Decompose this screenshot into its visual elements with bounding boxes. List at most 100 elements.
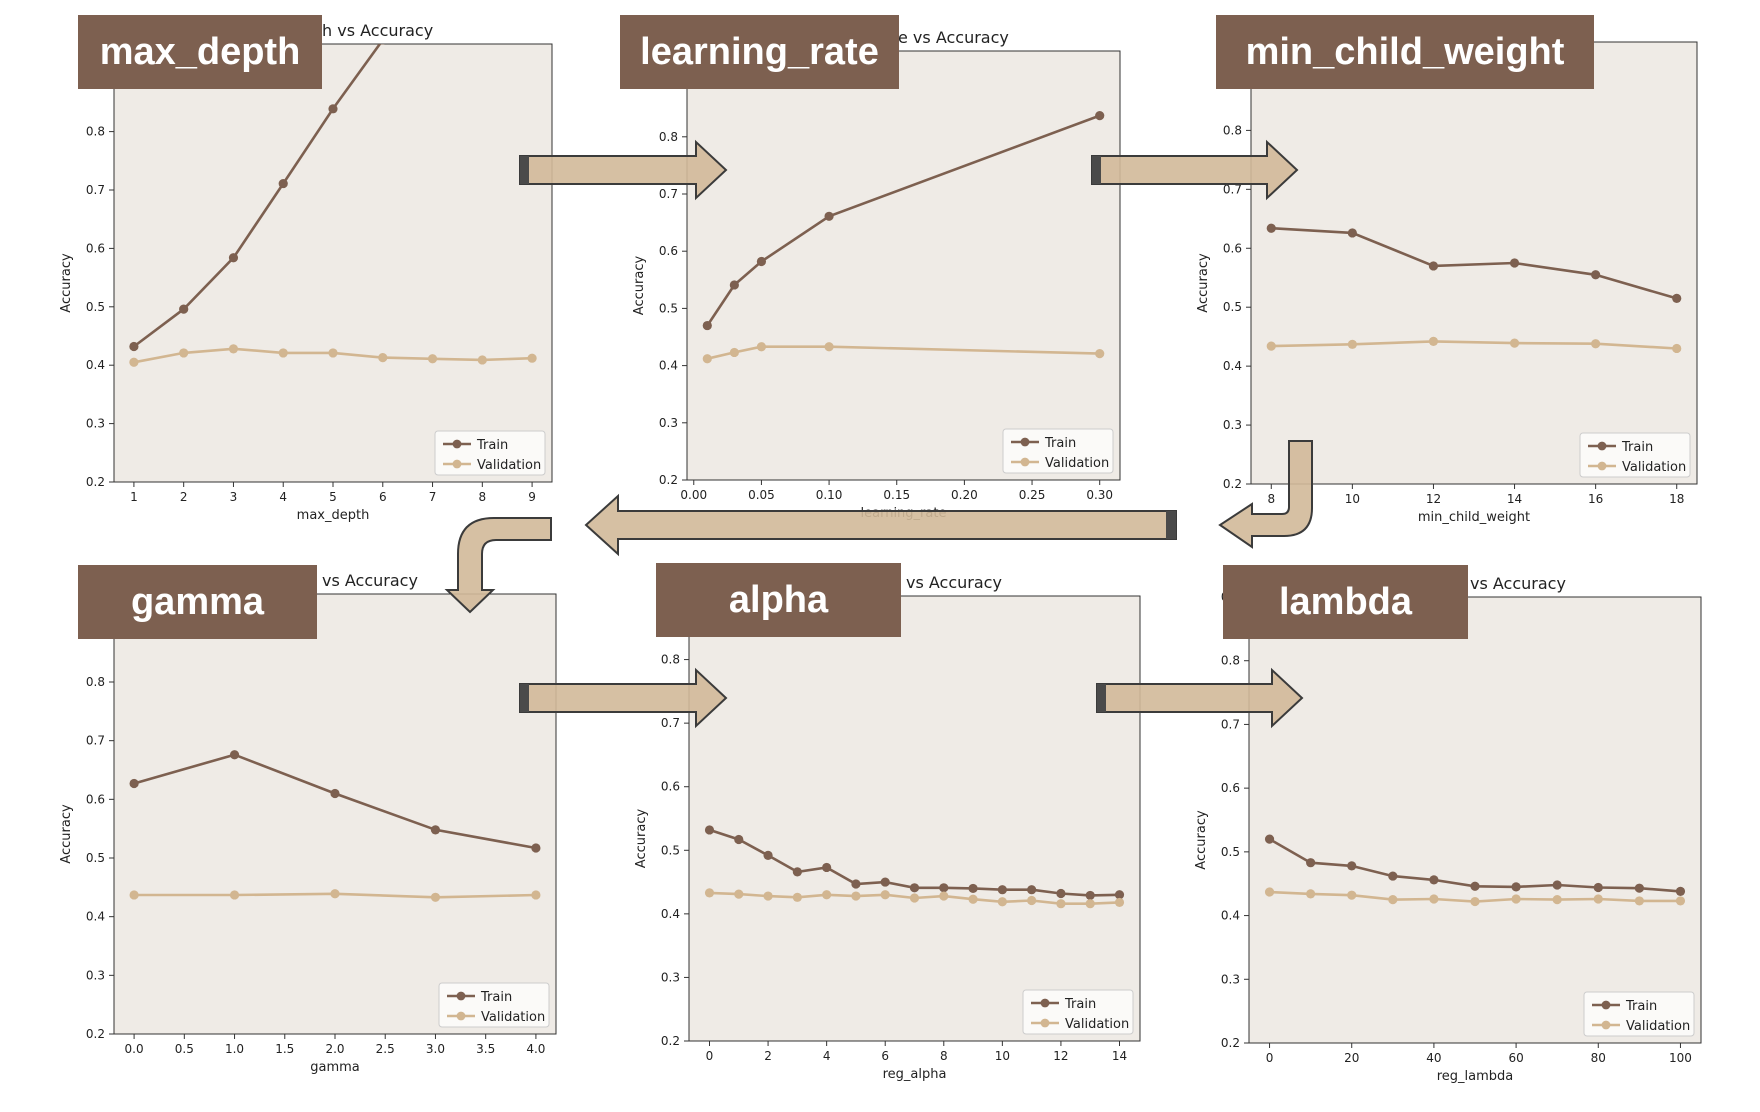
y-tick-label: 0.4	[1223, 359, 1242, 373]
data-point	[822, 862, 832, 873]
series-validation	[129, 344, 537, 367]
y-tick-label: 0.6	[1223, 241, 1242, 255]
chart-2: e vs Accuracy0.20.30.40.50.60.70.80.90.0…	[632, 28, 1121, 521]
data-point	[1114, 897, 1125, 908]
series-validation	[702, 342, 1105, 364]
plot-area	[1248, 596, 1702, 1044]
data-point	[527, 353, 537, 363]
data-point	[1552, 880, 1562, 890]
x-tick-label: 0.5	[175, 1042, 194, 1056]
legend-entry: Validation	[477, 458, 541, 473]
data-point	[527, 3, 536, 12]
chart-title: h vs Accuracy	[322, 21, 433, 40]
label-min-child-weight: min_child_weight	[1216, 15, 1594, 89]
data-point	[702, 354, 712, 364]
y-axis-label: Accuracy	[632, 256, 647, 316]
legend: Train Validation	[434, 430, 546, 476]
x-tick-label: 6	[379, 490, 387, 504]
data-point	[478, 4, 487, 13]
legend-marker	[1040, 1018, 1050, 1028]
y-tick-label: 0.7	[1221, 717, 1240, 731]
x-tick-label: 14	[1112, 1049, 1127, 1063]
data-point	[756, 256, 767, 267]
plot-area	[688, 595, 1141, 1042]
data-point	[179, 304, 189, 314]
y-axis-label: Accuracy	[59, 804, 74, 864]
arrow-alpha-to-lambda-tail	[1097, 684, 1106, 712]
data-point	[328, 104, 338, 114]
data-point	[1429, 894, 1439, 904]
data-point	[1591, 339, 1601, 349]
data-point	[1095, 348, 1105, 359]
x-tick-label: 12	[1053, 1049, 1068, 1063]
data-point	[702, 320, 712, 331]
x-axis-label: gamma	[310, 1060, 360, 1075]
chart-3: 0.20.30.40.50.60.70.80.981012141618min_c…	[1196, 41, 1698, 525]
arrow-maxdepth-to-learningrate-tail	[520, 156, 529, 184]
data-point	[704, 825, 715, 835]
x-tick-label: 1.5	[275, 1042, 294, 1056]
y-tick-label: 0.8	[86, 125, 105, 139]
series-train	[129, 750, 541, 853]
data-point	[1085, 890, 1095, 901]
legend-marker	[456, 991, 466, 1001]
legend-entry: Train	[1625, 999, 1657, 1014]
data-point	[939, 883, 949, 893]
y-tick-label: 0.5	[1223, 300, 1242, 314]
data-point	[1027, 885, 1037, 895]
label-max-depth: max_depth	[78, 15, 322, 89]
data-point	[1264, 887, 1275, 897]
legend-marker	[1597, 461, 1607, 471]
label-alpha: alpha	[656, 563, 901, 637]
arrow-alpha-to-lambda	[1096, 667, 1304, 729]
data-point	[228, 344, 239, 354]
data-point	[1675, 886, 1686, 896]
y-tick-label: 0.3	[1223, 418, 1242, 432]
y-tick-label: 0.3	[1221, 972, 1240, 986]
series-train	[702, 111, 1105, 331]
x-axis-label: reg_lambda	[1437, 1069, 1514, 1084]
x-tick-label: 8	[1267, 492, 1275, 506]
legend: Train Validation	[1579, 432, 1691, 478]
y-tick-label: 0.7	[1223, 182, 1242, 196]
data-point	[1114, 890, 1125, 900]
data-point	[763, 891, 773, 901]
data-point	[1593, 882, 1603, 893]
data-point	[330, 788, 340, 799]
data-point	[430, 892, 441, 902]
arrow-long-tail	[1166, 511, 1176, 539]
series-train	[129, 3, 536, 352]
x-tick-label: 60	[1508, 1051, 1523, 1065]
x-tick-label: 7	[429, 490, 437, 504]
y-tick-label: 0.4	[1221, 909, 1240, 923]
data-point	[1509, 258, 1520, 268]
data-point	[1672, 293, 1682, 303]
data-point	[1634, 883, 1644, 893]
data-point	[1056, 888, 1066, 899]
data-point	[430, 825, 441, 835]
legend-entry: Validation	[1045, 456, 1109, 471]
data-point	[824, 211, 834, 221]
x-tick-label: 0	[1266, 1051, 1274, 1065]
data-point	[427, 354, 438, 364]
legend-marker	[452, 439, 462, 449]
y-axis-label: Accuracy	[1196, 253, 1211, 313]
legend-marker	[1020, 457, 1030, 467]
data-point	[229, 890, 240, 900]
x-tick-label: 4	[279, 490, 287, 504]
x-tick-label: 0.10	[816, 488, 843, 502]
chart-title: vs Accuracy	[1470, 574, 1566, 593]
data-point	[1429, 875, 1439, 885]
data-point	[1266, 341, 1276, 351]
data-point	[822, 890, 832, 900]
legend: Train Validation	[1022, 989, 1134, 1035]
legend-entry: Validation	[1622, 460, 1686, 475]
x-tick-label: 2	[764, 1049, 772, 1063]
data-point	[531, 890, 541, 900]
data-point	[380, 44, 385, 45]
y-tick-label: 0.2	[86, 1027, 105, 1041]
x-tick-label: 9	[528, 490, 536, 504]
x-tick-label: 0	[706, 1049, 714, 1063]
data-point	[378, 353, 388, 363]
y-tick-label: 0.6	[1221, 781, 1240, 795]
